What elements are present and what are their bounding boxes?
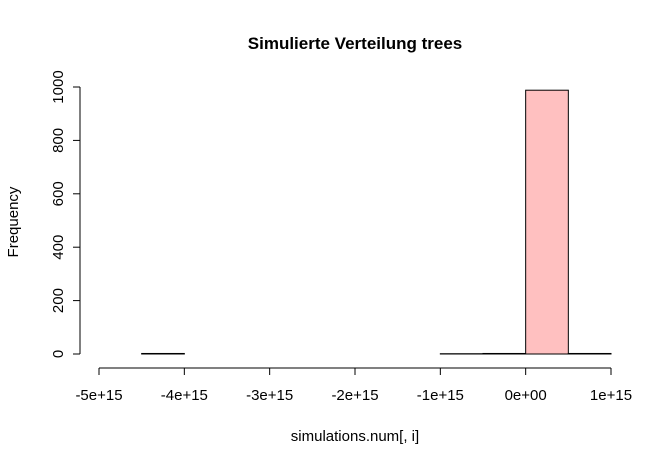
histogram-bar bbox=[483, 353, 526, 354]
y-axis: 0 200 400 600 800 1000 bbox=[50, 70, 80, 358]
y-tick-label: 1000 bbox=[50, 70, 67, 103]
x-tick-label: 1e+15 bbox=[590, 387, 632, 404]
y-tick-label: 400 bbox=[50, 235, 67, 260]
x-tick-label: -3e+15 bbox=[246, 387, 293, 404]
x-tick-label: 0e+00 bbox=[505, 387, 547, 404]
histogram-bar bbox=[142, 353, 185, 354]
x-tick-label: -2e+15 bbox=[331, 387, 378, 404]
x-tick-label: -1e+15 bbox=[417, 387, 464, 404]
y-axis-label: Frequency bbox=[5, 186, 22, 257]
histogram-bar bbox=[568, 353, 611, 354]
bars-group bbox=[142, 90, 611, 354]
x-tick-label: -4e+15 bbox=[161, 387, 208, 404]
y-tick-label: 600 bbox=[50, 181, 67, 206]
y-tick-label: 0 bbox=[50, 350, 67, 358]
chart-title: Simulierte Verteilung trees bbox=[248, 34, 462, 53]
y-tick-label: 800 bbox=[50, 128, 67, 153]
x-axis: -5e+15 -4e+15 -3e+15 -2e+15 -1e+15 0e+00 1e+15 bbox=[75, 368, 632, 404]
x-axis-label: simulations.num[, i] bbox=[291, 428, 419, 445]
x-tick-label: -5e+15 bbox=[75, 387, 122, 404]
histogram-bar bbox=[526, 90, 569, 354]
y-tick-label: 200 bbox=[50, 288, 67, 313]
